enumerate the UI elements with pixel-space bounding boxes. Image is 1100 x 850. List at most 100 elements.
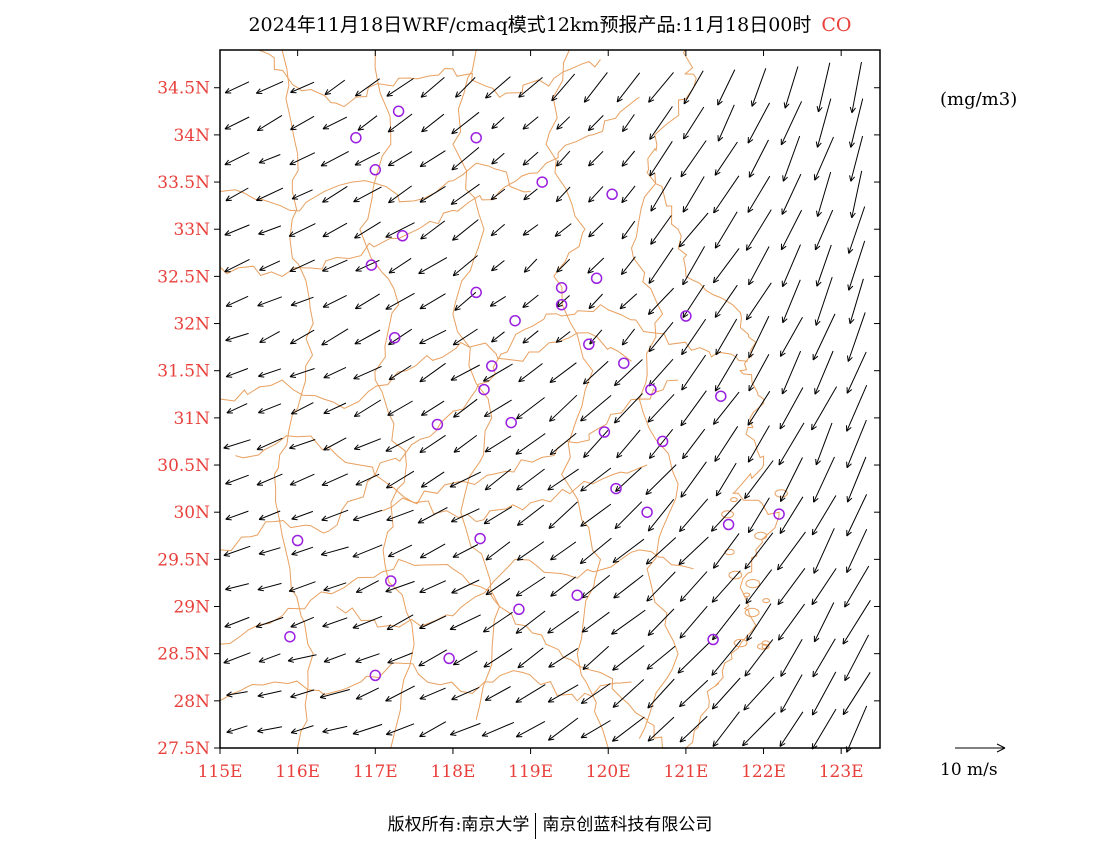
lon-tick-label: 118E bbox=[431, 762, 476, 782]
wind-arrow bbox=[679, 605, 708, 639]
wind-arrow bbox=[388, 185, 412, 204]
wind-arrow bbox=[714, 211, 738, 249]
wind-arrow bbox=[581, 574, 611, 599]
island-outline bbox=[743, 592, 751, 598]
wind-arrow bbox=[455, 77, 476, 98]
wind-arrow bbox=[547, 468, 579, 491]
wind-arrow bbox=[548, 501, 578, 529]
wind-arrow bbox=[291, 189, 313, 200]
wind-arrow bbox=[847, 312, 866, 362]
wind-arrow bbox=[580, 467, 612, 492]
wind-arrow bbox=[715, 462, 737, 497]
wind-arrow bbox=[352, 509, 383, 522]
wind-arrow bbox=[650, 215, 672, 245]
wind-arrow bbox=[322, 116, 348, 130]
wind-arrow bbox=[648, 321, 674, 353]
wind-arrow bbox=[649, 141, 673, 177]
wind-arrow bbox=[682, 246, 706, 286]
wind-arrow bbox=[452, 219, 479, 241]
wind-arrow bbox=[419, 543, 446, 559]
wind-arrow bbox=[621, 185, 636, 204]
wind-arrow bbox=[290, 725, 314, 735]
wind-arrow bbox=[779, 496, 804, 535]
wind-arrow bbox=[580, 503, 612, 527]
wind-arrow bbox=[321, 328, 349, 346]
wind-arrow bbox=[449, 722, 481, 736]
boundary-line bbox=[359, 49, 415, 749]
wind-arrow bbox=[256, 437, 283, 451]
wind-arrow bbox=[587, 115, 604, 132]
wind-arrow bbox=[354, 221, 381, 239]
wind-arrow bbox=[550, 576, 577, 597]
wind-arrow bbox=[747, 102, 771, 144]
island-outline bbox=[728, 570, 743, 580]
wind-arrow bbox=[548, 647, 578, 668]
lon-tick-label: 116E bbox=[275, 762, 320, 782]
wind-arrow bbox=[354, 293, 380, 310]
wind-arrow bbox=[388, 257, 412, 274]
wind-arrow bbox=[290, 296, 314, 307]
wind-arrow bbox=[223, 439, 251, 450]
wind-arrow bbox=[518, 363, 543, 383]
lat-tick-label: 29N bbox=[173, 598, 210, 618]
wind-arrow bbox=[353, 365, 382, 380]
wind-arrow bbox=[322, 294, 347, 308]
copyright-right: 南京创蓝科技有限公司 bbox=[542, 815, 713, 835]
wind-arrow bbox=[714, 284, 738, 318]
island-outline bbox=[730, 497, 738, 503]
lat-tick-label: 31.5N bbox=[157, 362, 210, 382]
wind-arrow bbox=[288, 223, 316, 237]
wind-arrow bbox=[484, 435, 512, 453]
wind-arrow bbox=[482, 363, 513, 382]
wind-arrow bbox=[678, 212, 709, 248]
wind-arrow bbox=[449, 614, 481, 631]
wind-arrow bbox=[258, 154, 281, 164]
wind-arrow bbox=[256, 187, 284, 202]
wind-arrow bbox=[516, 468, 545, 491]
wind-arrow bbox=[515, 610, 546, 634]
wind-arrow bbox=[555, 186, 571, 203]
wind-arrow bbox=[259, 260, 281, 271]
wind-arrow bbox=[782, 135, 801, 182]
station-marker bbox=[385, 575, 397, 587]
wind-arrow bbox=[579, 537, 612, 565]
wind-arrow bbox=[452, 544, 479, 558]
boundary-line bbox=[219, 558, 671, 749]
wind-arrow bbox=[224, 116, 250, 130]
wind-arrow bbox=[619, 293, 638, 310]
wind-arrow bbox=[613, 393, 643, 424]
boundary-line bbox=[646, 49, 780, 749]
wind-arrow bbox=[451, 111, 480, 135]
wind-arrow bbox=[580, 720, 611, 739]
lat-tick-label: 30.5N bbox=[157, 456, 210, 476]
wind-arrow bbox=[846, 705, 868, 753]
wind-arrow bbox=[783, 66, 799, 109]
wind-arrow bbox=[816, 171, 832, 217]
lat-tick-label: 28.5N bbox=[157, 645, 210, 665]
wind-arrow bbox=[224, 152, 250, 166]
wind-arrow bbox=[420, 220, 446, 240]
copyright-divider bbox=[535, 812, 537, 839]
wind-arrow bbox=[550, 541, 577, 561]
station-marker bbox=[555, 298, 568, 311]
wind-arrow bbox=[848, 278, 864, 325]
wind-arrow bbox=[385, 580, 415, 593]
island-outline bbox=[745, 579, 761, 589]
wind-arrow bbox=[522, 151, 539, 166]
wind-arrow bbox=[225, 295, 249, 307]
wind-arrow bbox=[385, 723, 415, 736]
wind-arrow bbox=[779, 317, 803, 357]
wind-arrow bbox=[849, 170, 863, 219]
lon-tick-label: 117E bbox=[353, 762, 398, 782]
wind-arrow bbox=[780, 457, 803, 502]
station-marker bbox=[598, 426, 611, 438]
station-marker bbox=[641, 506, 653, 518]
wind-arrow bbox=[355, 687, 380, 700]
wind-arrow bbox=[516, 397, 545, 420]
lat-tick-label: 30N bbox=[173, 503, 210, 523]
wind-arrow bbox=[258, 547, 281, 556]
wind-arrow bbox=[516, 504, 545, 526]
wind-arrow bbox=[320, 546, 349, 557]
wind-arrow bbox=[353, 399, 382, 417]
wind-arrow bbox=[681, 354, 707, 391]
